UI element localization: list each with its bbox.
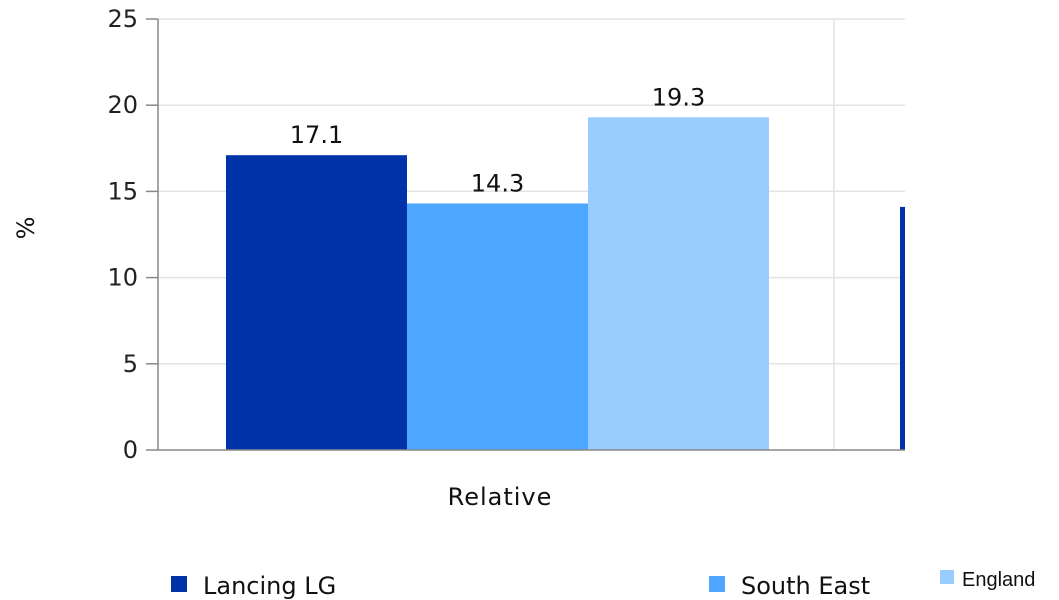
x-category-label: Relative (448, 483, 553, 511)
bars (226, 117, 905, 451)
labels: 17.1 14.3 19.3 Relative% (12, 83, 705, 511)
y-axis-title: % (12, 217, 40, 240)
legend-label-england: England (962, 569, 1035, 591)
legend-swatch-lancing-lg (171, 576, 187, 592)
data-label: 19.3 (652, 83, 705, 111)
legend-swatch-south-east (709, 576, 725, 592)
legend-label-south-east: South East (741, 572, 870, 600)
y-tick-label: 5 (123, 350, 138, 378)
y-tick-label: 15 (107, 177, 138, 205)
bar-england (588, 117, 769, 450)
y-tick-label: 0 (123, 436, 138, 464)
y-tick-label: 10 (107, 264, 138, 292)
data-label: 14.3 (471, 169, 524, 197)
partial-bar (900, 206, 905, 450)
bar-lancing-lg (226, 155, 407, 451)
axes: 0 5 10 15 20 25 (107, 5, 905, 464)
bar-south-east (407, 203, 588, 450)
data-label: 17.1 (290, 121, 343, 149)
legend-swatch-england (940, 570, 954, 584)
legend-label-lancing-lg: Lancing LG (203, 572, 336, 600)
y-tick-label: 25 (107, 5, 138, 33)
legend: Lancing LG South East England (171, 569, 1035, 600)
y-tick-label: 20 (107, 91, 138, 119)
